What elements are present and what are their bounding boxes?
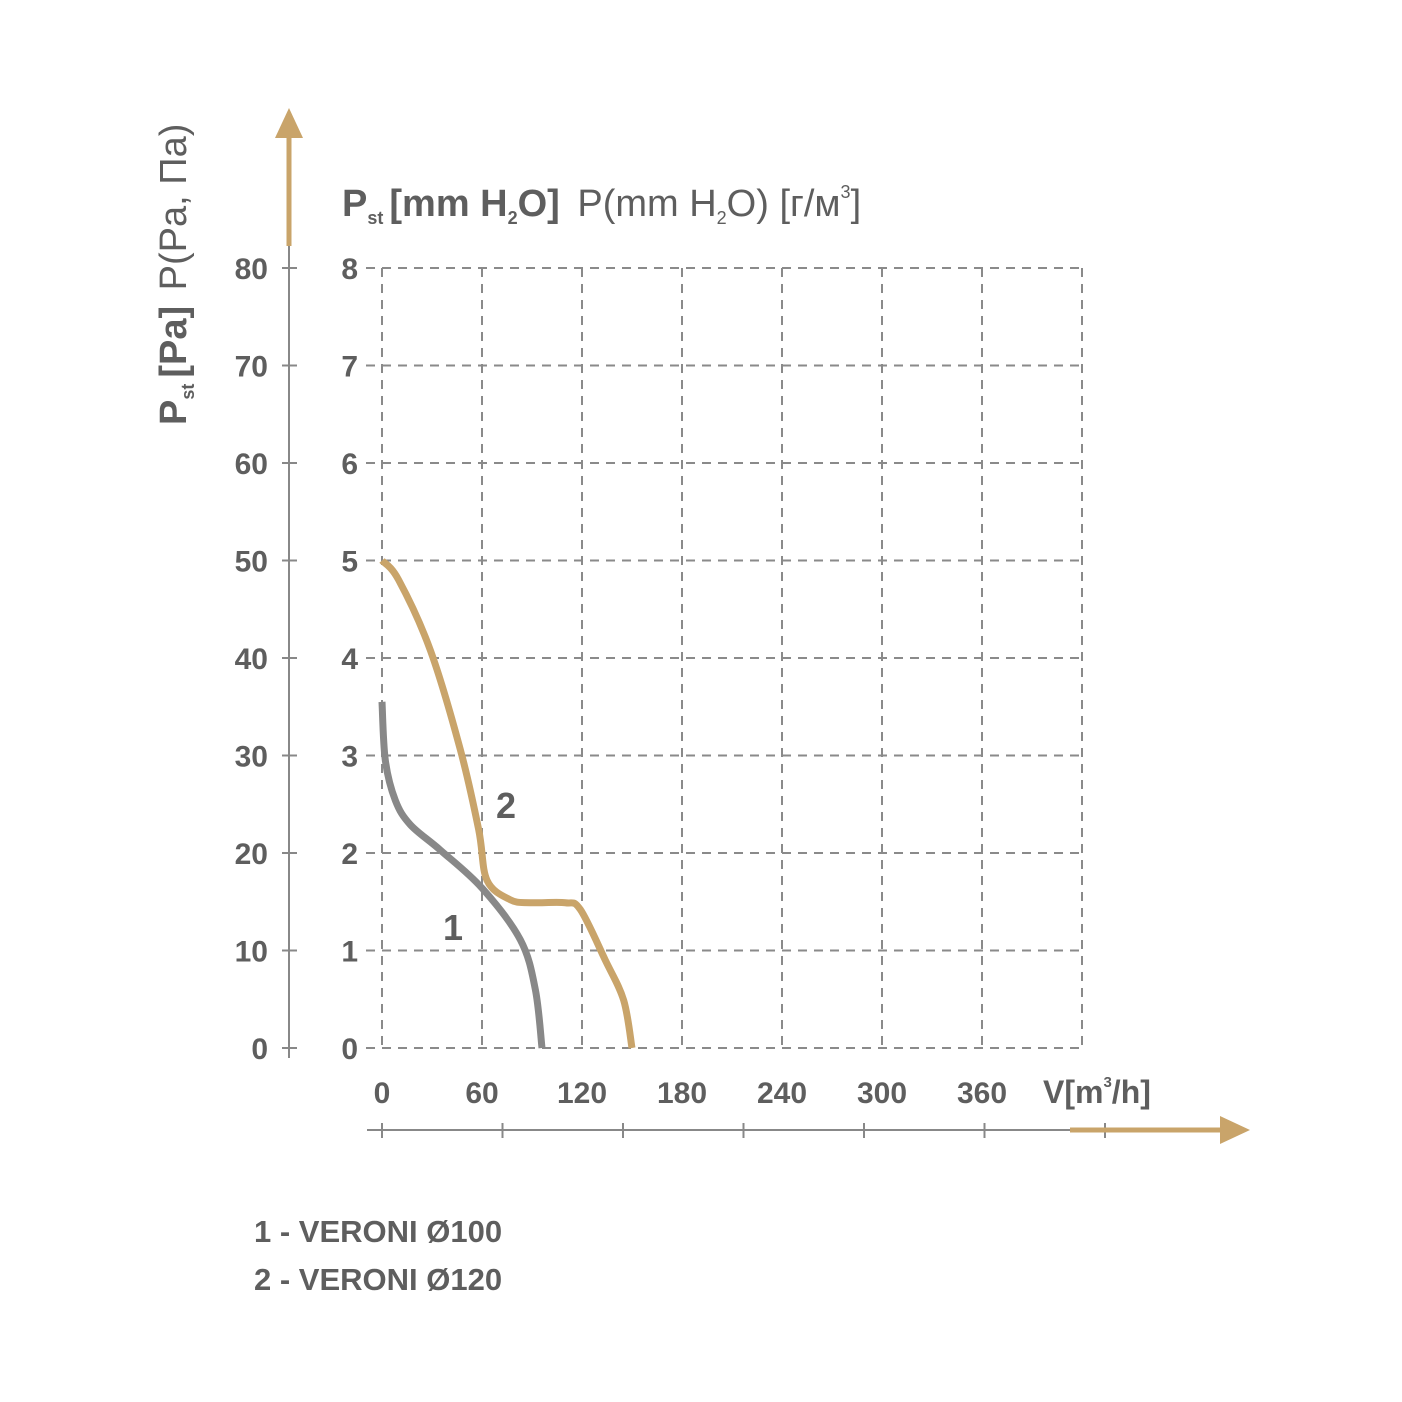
x-tick-label: 300 — [857, 1077, 907, 1110]
x-tick-label: 360 — [957, 1077, 1007, 1110]
y-tick-label-pa: 30 — [235, 741, 268, 774]
y-tick-label-mm: 4 — [341, 643, 358, 676]
y-axis-arrow-head — [275, 108, 303, 138]
chart-title: Pst [mm H2O] P(mm H2O) [г/м3] — [342, 182, 861, 228]
grid — [282, 267, 1106, 1138]
curve-label-1: 1 — [443, 907, 463, 948]
x-tick-label: 60 — [465, 1077, 498, 1110]
y-tick-label-pa: 50 — [235, 546, 268, 579]
y-tick-label-mm: 0 — [341, 1033, 358, 1066]
y-tick-label-pa: 70 — [235, 351, 268, 384]
y-tick-label-mm: 1 — [341, 936, 358, 969]
tick-labels: 0 010 120 230 340 450 560 670 780 80 60 120 180 240 30… — [235, 253, 1007, 1110]
series-line-1 — [378, 701, 546, 1049]
y-tick-label-pa: 40 — [235, 643, 268, 676]
x-axis-label: V[m3/h] — [1043, 1074, 1151, 1110]
x-tick-label: 0 — [374, 1077, 391, 1110]
axes — [275, 108, 1250, 1144]
legend-item-1: 1 - VERONI Ø100 — [254, 1214, 502, 1249]
x-tick-label: 120 — [557, 1077, 607, 1110]
x-axis-arrow-head — [1220, 1116, 1250, 1144]
series-line-2 — [379, 558, 636, 1049]
y-tick-label-mm: 7 — [341, 351, 358, 384]
curve-label-2: 2 — [496, 785, 516, 826]
y-tick-label-mm: 5 — [341, 546, 358, 579]
x-tick-label: 180 — [657, 1077, 707, 1110]
y-tick-label-pa: 80 — [235, 253, 268, 286]
y-tick-label-mm: 2 — [341, 838, 358, 871]
y-tick-label-pa: 20 — [235, 838, 268, 871]
legend-item-2: 2 - VERONI Ø120 — [254, 1262, 502, 1297]
y-tick-label-mm: 8 — [341, 253, 358, 286]
y-tick-label-mm: 3 — [341, 741, 358, 774]
x-tick-label: 240 — [757, 1077, 807, 1110]
y-tick-label-pa: 10 — [235, 936, 268, 969]
y-axis-label: Pst[Pa] P(Pa, Па) — [153, 124, 198, 425]
y-tick-label-pa: 0 — [251, 1033, 268, 1066]
y-tick-label-mm: 6 — [341, 448, 358, 481]
curves — [378, 558, 636, 1049]
y-tick-label-pa: 60 — [235, 448, 268, 481]
